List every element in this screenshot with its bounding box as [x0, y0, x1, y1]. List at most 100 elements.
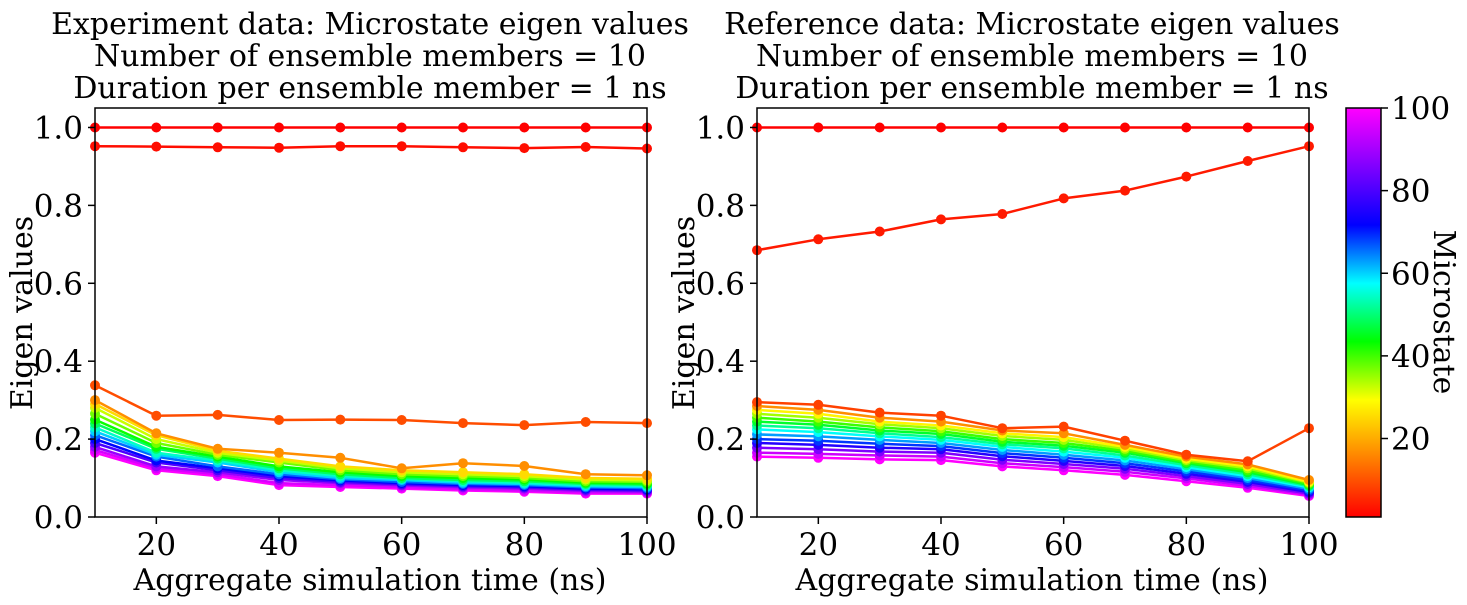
plot-frame — [94, 107, 648, 518]
experiment-chart-panel: Experiment data: Microstate eigen values… — [5, 7, 689, 598]
y-tick-label: 1.0 — [696, 110, 745, 146]
data-point — [335, 414, 346, 425]
x-tick-label: 20 — [137, 527, 176, 563]
y-tick-label: 0.0 — [696, 500, 745, 536]
data-point — [1120, 185, 1130, 196]
data-point — [212, 443, 223, 454]
data-point — [458, 122, 468, 133]
data-point — [580, 469, 591, 480]
series-line-microstate-44 — [756, 420, 1310, 487]
y-tick-label: 0.8 — [34, 188, 83, 224]
data-point — [813, 234, 824, 245]
data-point — [1181, 122, 1192, 133]
data-point — [813, 122, 824, 133]
series-line-microstate-36 — [756, 416, 1310, 486]
data-point — [936, 410, 946, 421]
data-point — [519, 461, 530, 471]
series-line-microstate-7 — [94, 384, 648, 427]
x-tick-label: 80 — [505, 527, 544, 563]
data-point — [1242, 456, 1253, 467]
data-point — [396, 463, 407, 474]
series-line-microstate-32 — [94, 412, 648, 484]
data-point — [936, 214, 946, 225]
y-axis-label: Eigen values — [5, 216, 40, 410]
series-line-microstate-100 — [756, 455, 1310, 498]
data-point — [212, 142, 223, 153]
data-point — [335, 461, 346, 472]
data-point — [580, 417, 591, 427]
data-point — [874, 226, 885, 237]
data-point — [458, 458, 468, 469]
chart-title-line-3: Duration per ensemble member = 1 ns — [735, 71, 1328, 106]
chart-title-line-2: Number of ensemble members = 10 — [756, 39, 1308, 74]
chart-title-line-3: Duration per ensemble member = 1 ns — [73, 71, 666, 106]
colorbar-tick-label: 40 — [1391, 339, 1430, 375]
data-point — [274, 142, 284, 153]
chart-title-line-2: Number of ensemble members = 10 — [94, 39, 646, 74]
data-point — [151, 428, 162, 439]
series-line-microstate-28 — [756, 412, 1310, 484]
reference-chart-panel: Reference data: Microstate eigen values … — [667, 7, 1340, 598]
y-tick-label: 0.4 — [696, 344, 745, 380]
series-line-microstate-12 — [94, 399, 648, 477]
y-axis-label: Eigen values — [667, 216, 702, 410]
data-point — [1058, 421, 1069, 432]
series-line-microstate-20 — [756, 408, 1310, 484]
data-point — [1181, 449, 1192, 460]
x-tick-label: 60 — [382, 527, 421, 563]
plot-frame — [756, 107, 1310, 518]
series-line-microstate-6 — [756, 400, 1310, 463]
data-point — [335, 122, 346, 133]
y-tick-label: 0.6 — [34, 266, 83, 302]
data-point — [997, 209, 1008, 219]
x-tick-label: 40 — [921, 527, 960, 563]
series-group — [752, 122, 1314, 501]
data-point — [580, 142, 591, 152]
data-point — [151, 141, 162, 152]
series-line-microstate-3 — [756, 144, 1310, 252]
data-point — [1242, 156, 1253, 166]
y-tick-label: 0.6 — [696, 266, 745, 302]
x-tick-label: 100 — [617, 527, 676, 563]
data-point — [580, 122, 591, 133]
series-line-microstate-52 — [756, 424, 1310, 488]
data-point — [274, 447, 284, 458]
series-line-microstate-60 — [756, 428, 1310, 489]
data-point — [1181, 171, 1192, 182]
data-point — [458, 142, 468, 153]
chart-title-line-1: Reference data: Microstate eigen values — [724, 7, 1340, 42]
data-point — [1120, 435, 1130, 446]
data-point — [997, 423, 1008, 434]
data-point — [274, 415, 284, 425]
data-point — [519, 143, 530, 154]
x-tick-label: 60 — [1044, 527, 1083, 563]
data-point — [212, 122, 223, 133]
x-axis-label: Aggregate simulation time (ns) — [133, 563, 607, 598]
x-axis-label: Aggregate simulation time (ns) — [795, 563, 1269, 598]
series-line-microstate-76 — [756, 437, 1310, 492]
data-point — [997, 122, 1008, 133]
data-point — [1058, 122, 1069, 133]
series-line-microstate-25 — [94, 406, 648, 482]
colorbar-tick-label: 20 — [1391, 422, 1430, 458]
data-point — [1242, 122, 1253, 133]
y-tick-label: 0.2 — [34, 422, 83, 458]
data-point — [1058, 193, 1069, 204]
y-tick-label: 0.8 — [696, 188, 745, 224]
data-point — [151, 410, 162, 421]
series-line-microstate-83 — [756, 441, 1310, 494]
data-point — [458, 418, 468, 429]
series-line-microstate-18 — [94, 402, 648, 481]
series-group — [90, 122, 652, 499]
data-point — [458, 467, 468, 478]
series-line-microstate-2 — [94, 144, 648, 150]
data-point — [519, 420, 530, 431]
series-line-microstate-96 — [756, 451, 1310, 497]
data-point — [396, 122, 407, 133]
data-point — [519, 469, 530, 480]
colorbar-ticks: 20 40 60 80 100 — [1381, 91, 1450, 458]
y-tick-label: 1.0 — [34, 110, 83, 146]
data-point — [396, 141, 407, 152]
series-line-microstate-12 — [756, 404, 1310, 482]
